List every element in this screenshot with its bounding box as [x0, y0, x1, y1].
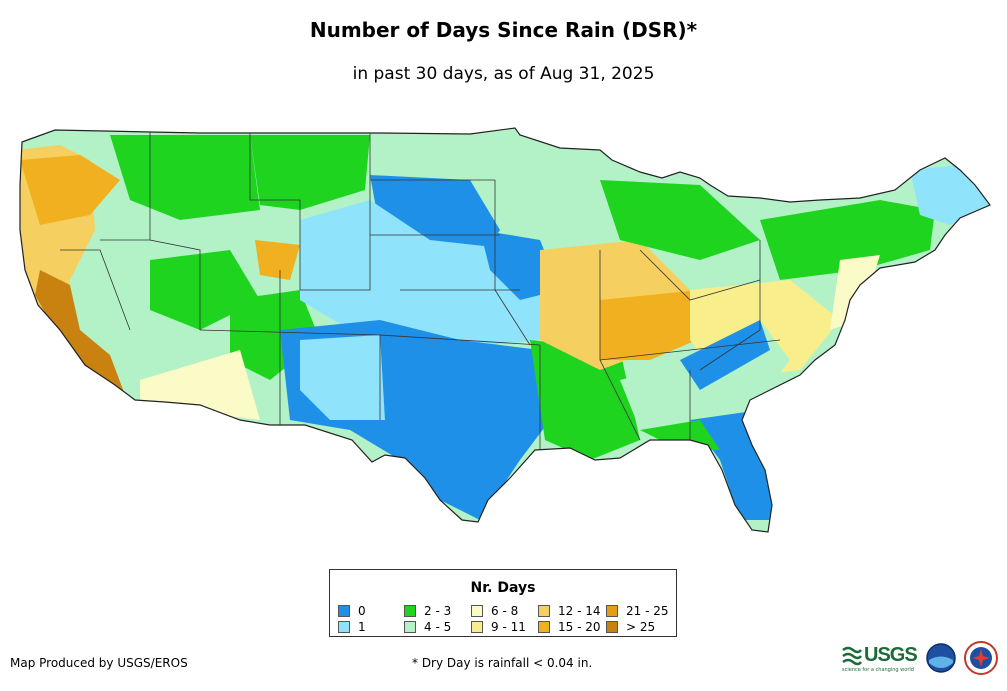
map-credit: Map Produced by USGS/EROS	[10, 656, 188, 670]
legend-item: 12 - 14	[538, 604, 601, 618]
legend-item: 15 - 20	[538, 620, 601, 634]
zone-mississippi-2-3	[530, 340, 640, 460]
zone-central-plains-1	[300, 200, 560, 350]
usgs-tagline: science for a changing world	[842, 667, 914, 673]
legend-label: 12 - 14	[558, 604, 601, 618]
legend-swatch	[404, 605, 416, 617]
legend-item: 4 - 5	[404, 620, 451, 634]
legend-title: Nr. Days	[470, 580, 536, 596]
legend-swatch	[538, 621, 550, 633]
usgs-logo-text: USGS	[864, 644, 918, 666]
state-borders	[60, 132, 781, 450]
rain-zones	[20, 128, 990, 532]
zone-pnw-15-20	[20, 155, 120, 225]
legend-swatch	[538, 605, 550, 617]
legend-label: 15 - 20	[558, 620, 601, 634]
legend-item: 21 - 25	[606, 604, 669, 618]
zone-montana-2-3	[250, 135, 370, 210]
legend-swatch	[338, 605, 350, 617]
zone-northeast-2-3	[760, 200, 935, 280]
legend-label: 9 - 11	[491, 620, 526, 634]
agency-logos: USGS science for a changing world	[842, 640, 1002, 680]
legend-item: 6 - 8	[471, 604, 518, 618]
us-dsr-map	[19, 127, 991, 533]
zone-tennessee-0	[680, 320, 770, 390]
legend-label: > 25	[626, 620, 656, 634]
legend-item: 0	[338, 604, 366, 618]
legend-label: 4 - 5	[424, 620, 452, 634]
zone-colorado-15-20	[255, 240, 300, 280]
zone-socal-gt25	[35, 270, 125, 395]
legend: Nr. Days 0 1 2 - 3 4 - 5 6 - 8 9 - 11 12…	[329, 569, 677, 637]
legend-swatch	[338, 621, 350, 633]
noaa-logo-icon	[926, 643, 956, 673]
legend-swatch	[606, 621, 618, 633]
dry-day-note: * Dry Day is rainfall < 0.04 in.	[412, 656, 593, 670]
legend-item: > 25	[606, 620, 655, 634]
legend-label: 1	[358, 620, 366, 634]
zone-great-lakes-2-3	[600, 180, 760, 260]
legend-swatch	[471, 605, 483, 617]
nws-logo-icon	[964, 641, 998, 675]
legend-label: 6 - 8	[491, 604, 519, 618]
legend-label: 2 - 3	[424, 604, 452, 618]
map-title: Number of Days Since Rain (DSR)*	[309, 18, 698, 42]
us-outline	[19, 127, 991, 533]
legend-item: 1	[338, 620, 366, 634]
zone-new-mexico-1	[300, 335, 385, 420]
legend-item: 9 - 11	[471, 620, 526, 634]
legend-label: 21 - 25	[626, 604, 669, 618]
legend-label: 0	[358, 604, 366, 618]
legend-item: 2 - 3	[404, 604, 451, 618]
legend-swatch	[471, 621, 483, 633]
legend-swatch	[606, 605, 618, 617]
zone-nw-2-3	[110, 135, 260, 220]
usgs-wave-icon	[842, 646, 862, 666]
legend-swatch	[404, 621, 416, 633]
map-subtitle: in past 30 days, as of Aug 31, 2025	[352, 64, 655, 84]
